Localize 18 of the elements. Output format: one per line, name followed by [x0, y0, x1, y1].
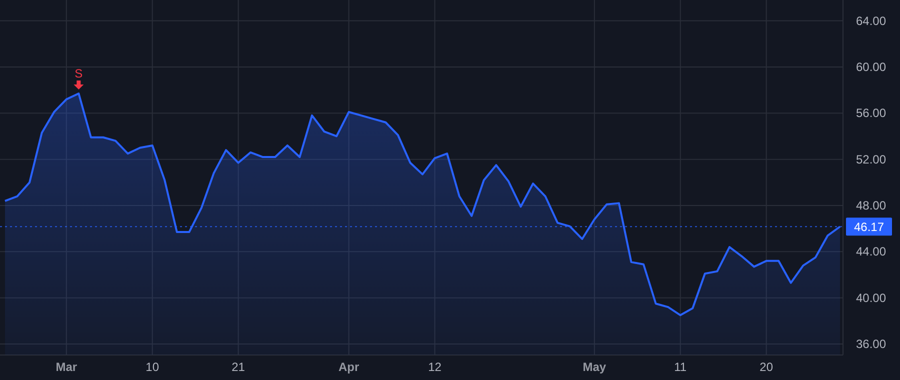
x-tick-label: 10 [146, 360, 160, 374]
x-tick-label: 21 [232, 360, 246, 374]
ref-line-label: 46.17 [854, 220, 884, 234]
y-tick-label: 40.00 [856, 290, 886, 305]
y-tick-label: 44.00 [856, 244, 886, 259]
y-tick-label: 64.00 [856, 14, 886, 28]
x-tick-label: Apr [338, 360, 360, 374]
annotation: S [74, 66, 83, 81]
y-tick-label: 60.00 [856, 60, 886, 74]
x-tick-label: 12 [428, 360, 442, 374]
x-tick-label: May [582, 360, 606, 374]
x-tick-label: 20 [760, 360, 774, 374]
y-tick-label: 48.00 [856, 198, 886, 212]
y-tick-label: 36.00 [856, 337, 886, 352]
y-tick-label: 56.00 [856, 106, 886, 120]
y-tick-label: 52.00 [856, 152, 886, 166]
x-tick-label: 11 [674, 360, 687, 374]
x-tick-label: Mar [56, 360, 78, 374]
